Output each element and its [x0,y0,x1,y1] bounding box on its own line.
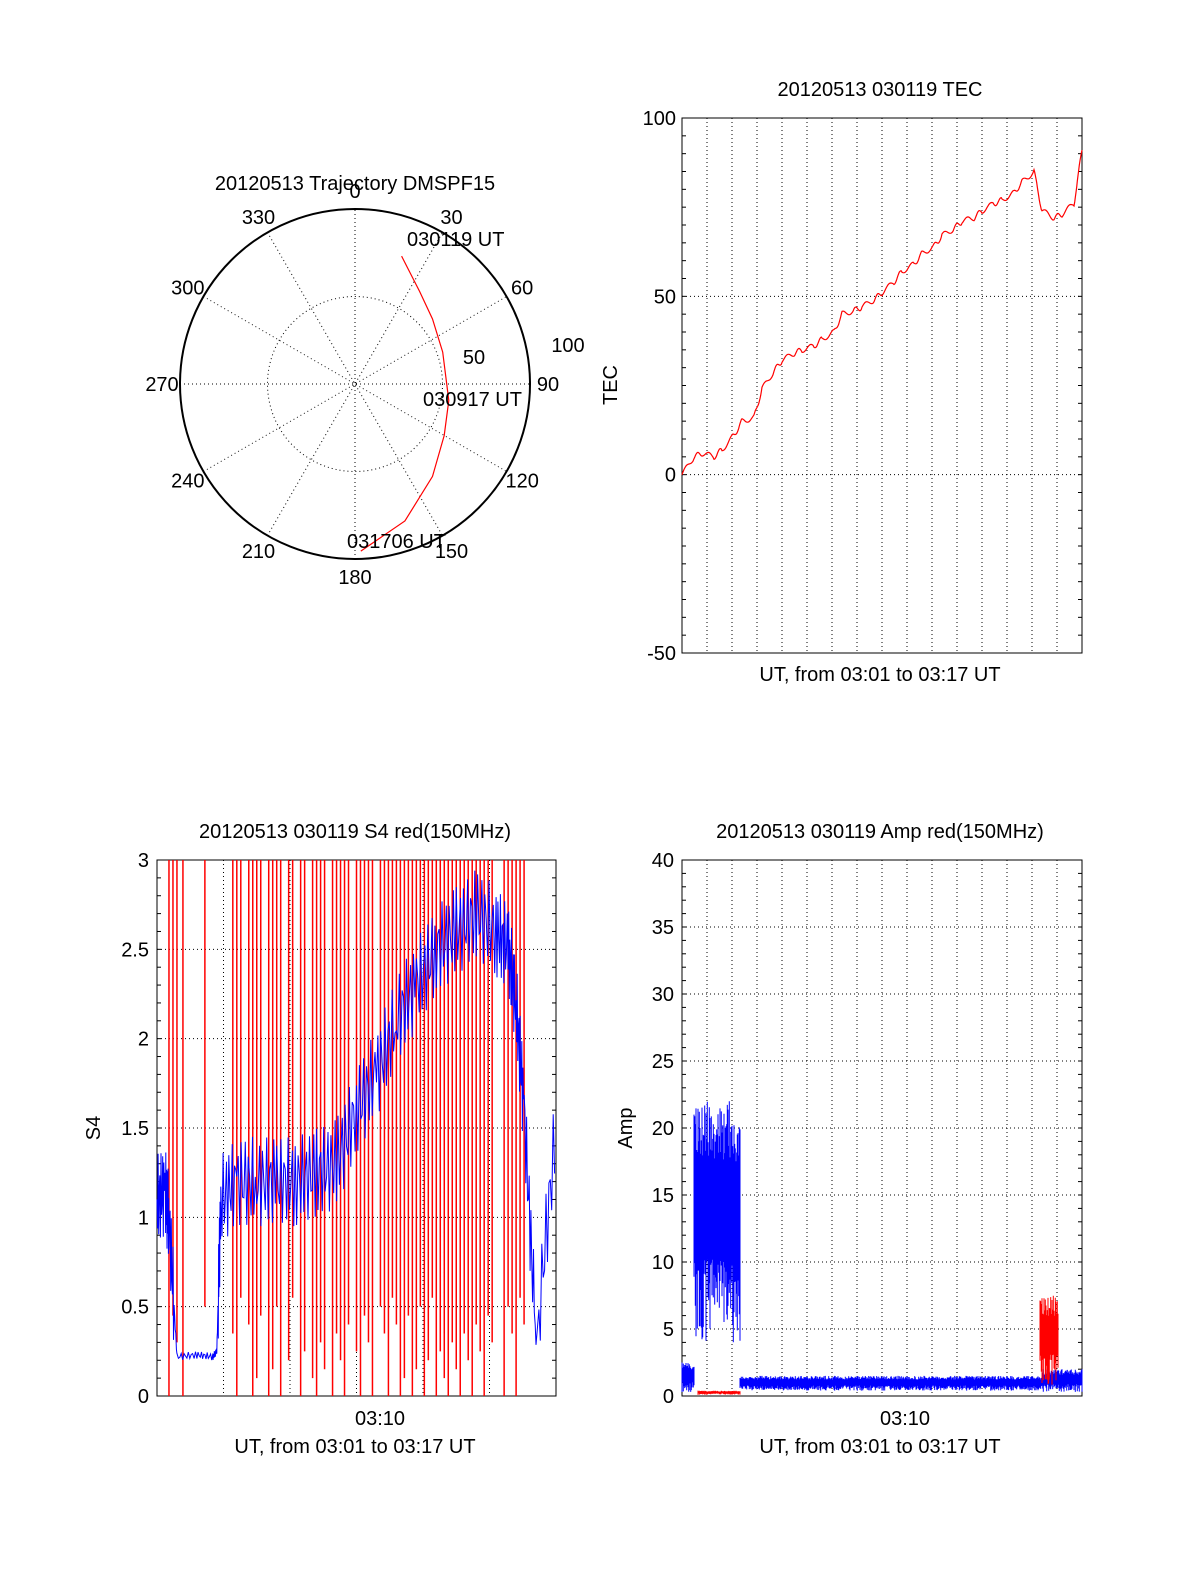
polar-angle-label: 120 [505,471,538,493]
polar-annotations: 030119 UT 030917 UT 031706 UT [347,229,522,553]
polar-radial-label: 50 [463,347,485,369]
s4-xlabel: UT, from 03:01 to 03:17 UT [234,1436,475,1458]
tec-ytick-labels: 100 50 0 -50 [643,108,676,665]
amp-ytick-label: 10 [652,1252,674,1274]
amp-band [681,1362,695,1392]
s4-ytick-label: 2.5 [121,939,149,961]
s4-blue-line [156,870,556,1361]
amp-xtick-labels: 03:10 [880,1408,930,1430]
tec-ytick-label: 100 [643,108,676,130]
amp-ylabel: Amp [615,1107,637,1148]
amp-ytick-labels: 40 35 30 25 20 15 10 5 0 [652,850,674,1408]
tec-title: 20120513 030119 TEC [778,79,983,101]
polar-annotation-start: 030119 UT [407,229,504,251]
s4-series [156,860,556,1396]
tec-ytick-label: -50 [647,643,676,665]
amp-band [693,1101,741,1343]
polar-grid [179,208,531,560]
s4-ytick-label: 0.5 [121,1297,149,1319]
polar-angle-label: 270 [145,374,178,396]
polar-radial-labels: 50 100 [463,335,585,369]
amp-plot: 20120513 030119 Amp red(150MHz) UT, from… [615,821,1083,1458]
polar-annotation-end: 031706 UT [347,531,446,553]
polar-title: 20120513 Trajectory DMSPF15 [215,173,495,195]
amp-ytick-label: 35 [652,917,674,939]
amp-xtick-label: 03:10 [880,1408,930,1430]
polar-angle-label: 30 [440,207,462,229]
polar-angle-label: 90 [537,374,559,396]
amp-ytick-label: 30 [652,984,674,1006]
s4-title: 20120513 030119 S4 red(150MHz) [199,821,511,843]
amp-series [681,1101,1083,1395]
polar-angle-labels: 0 30 60 90 120 150 180 210 240 270 300 330 [145,181,559,589]
amp-ytick-label: 25 [652,1051,674,1073]
tec-line [681,149,1083,475]
trajectory-line [360,255,450,552]
s4-ytick-label: 1.5 [121,1118,149,1140]
polar-angle-label: 180 [338,567,371,589]
s4-xtick-label: 03:10 [355,1408,405,1430]
s4-ytick-label: 1 [138,1207,149,1229]
polar-angle-label: 300 [171,278,204,300]
polar-angle-label: 330 [242,207,275,229]
amp-band [739,1375,1043,1391]
tec-plot: 20120513 030119 TEC UT, from 03:01 to 03… [600,79,1083,686]
polar-angle-label: 150 [435,541,468,563]
tec-xlabel: UT, from 03:01 to 03:17 UT [759,664,1000,686]
polar-inner-circle [267,296,443,472]
polar-annotation-mid: 030917 UT [423,389,522,411]
amp-ytick-label: 5 [663,1319,674,1341]
amp-grid [681,859,1083,1397]
s4-ytick-label: 0 [138,1386,149,1408]
polar-trajectory-plot: 20120513 Trajectory DMSPF15 0 30 60 90 120 15… [145,173,584,589]
tec-series [681,149,1083,475]
amp-ytick-label: 15 [652,1185,674,1207]
s4-plot: 20120513 030119 S4 red(150MHz) UT, from … [83,821,557,1458]
tec-grid [681,117,1083,654]
polar-angle-label: 0 [349,181,360,203]
amp-ytick-label: 20 [652,1118,674,1140]
tec-ytick-label: 0 [665,465,676,487]
tec-ylabel: TEC [600,365,622,405]
polar-angle-label: 210 [242,541,275,563]
polar-angle-label: 240 [171,471,204,493]
s4-ylabel: S4 [83,1116,105,1140]
plot-frame [681,859,1083,1397]
polar-radial-label: 100 [551,335,584,357]
s4-ytick-label: 2 [138,1029,149,1051]
s4-ytick-labels: 3 2.5 2 1.5 1 0.5 0 [121,850,149,1408]
amp-xlabel: UT, from 03:01 to 03:17 UT [759,1436,1000,1458]
amp-ytick-label: 0 [663,1386,674,1408]
amp-title: 20120513 030119 Amp red(150MHz) [716,821,1044,843]
s4-xtick-labels: 03:10 [355,1408,405,1430]
plot-frame [681,117,1083,654]
amp-band [1039,1295,1059,1385]
amp-band [697,1390,741,1395]
s4-ytick-label: 3 [138,850,149,872]
polar-angle-label: 60 [511,278,533,300]
tec-ytick-label: 50 [654,286,676,308]
amp-ytick-label: 40 [652,850,674,872]
polar-series [360,255,450,552]
